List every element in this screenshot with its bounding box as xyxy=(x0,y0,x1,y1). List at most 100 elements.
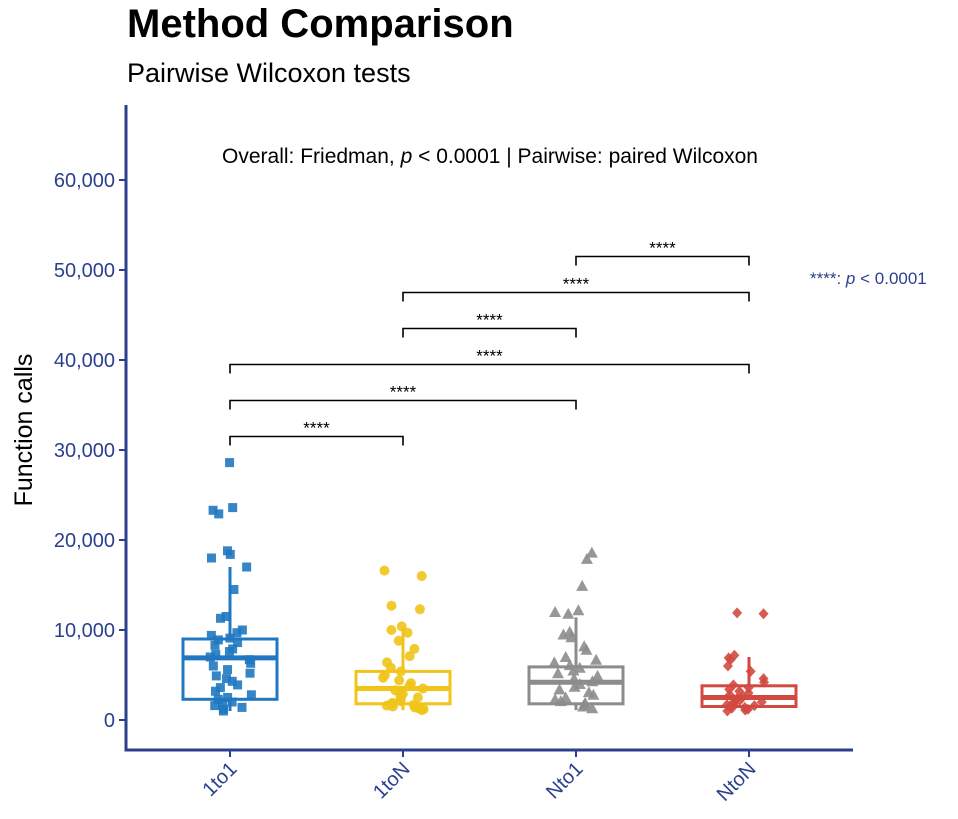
annotation-prefix: Overall: Friedman, xyxy=(222,145,401,168)
data-point-1to1 xyxy=(214,509,224,519)
data-point-NtoN xyxy=(740,704,751,716)
data-point-1toN xyxy=(416,571,427,581)
y-tick-label: 10,000 xyxy=(54,620,115,642)
chart-title: Method Comparison xyxy=(127,2,514,46)
data-point-Nto1 xyxy=(549,606,562,617)
data-point-NtoN xyxy=(745,665,756,677)
data-point-1toN xyxy=(409,643,420,654)
significance-label: **** xyxy=(476,347,503,366)
data-point-NtoN xyxy=(722,705,733,717)
data-point-1toN xyxy=(402,627,413,638)
data-point-Nto1 xyxy=(587,688,600,700)
data-point-1to1 xyxy=(221,674,231,684)
y-tick-label: 50,000 xyxy=(54,260,115,282)
box-Nto1 xyxy=(527,665,625,706)
significance-label: **** xyxy=(303,419,330,438)
data-point-1toN xyxy=(416,705,427,716)
data-point-1to1 xyxy=(245,668,255,678)
y-tick-label: 20,000 xyxy=(54,530,115,552)
data-point-1toN xyxy=(404,680,415,691)
data-point-1toN xyxy=(395,666,406,677)
data-point-NtoN xyxy=(732,607,743,619)
data-point-1toN xyxy=(393,635,404,646)
data-point-1to1 xyxy=(233,680,243,690)
data-point-1to1 xyxy=(210,701,220,711)
data-point-Nto1 xyxy=(554,695,567,707)
y-tick-label: 60,000 xyxy=(54,170,115,192)
data-point-1to1 xyxy=(224,647,234,657)
data-point-1to1 xyxy=(218,699,228,709)
data-point-Nto1 xyxy=(573,661,586,673)
data-point-NtoN xyxy=(724,689,735,701)
data-point-1to1 xyxy=(205,652,215,662)
data-point-1to1 xyxy=(221,612,231,621)
x-tick-label-1to1: 1to1 xyxy=(198,758,241,801)
data-point-1to1 xyxy=(208,661,218,671)
data-point-1toN xyxy=(394,675,405,686)
overall-test-annotation: Overall: Friedman, p < 0.0001 | Pairwise… xyxy=(222,145,758,168)
significance-label: **** xyxy=(649,239,676,258)
data-point-Nto1 xyxy=(553,683,566,695)
data-point-1toN xyxy=(418,683,429,694)
data-point-Nto1 xyxy=(568,672,581,684)
x-tick-label-1toN: 1toN xyxy=(369,758,414,803)
data-point-Nto1 xyxy=(565,631,578,643)
data-point-Nto1 xyxy=(591,669,604,681)
data-point-1to1 xyxy=(211,671,221,681)
data-point-1to1 xyxy=(233,638,243,648)
data-point-1to1 xyxy=(216,613,226,623)
data-point-1to1 xyxy=(246,658,256,668)
data-point-Nto1 xyxy=(586,675,599,687)
data-point-1toN xyxy=(386,625,397,635)
data-point-Nto1 xyxy=(559,651,572,662)
data-point-1toN xyxy=(396,621,407,632)
data-point-Nto1 xyxy=(567,664,580,676)
data-point-1toN xyxy=(385,662,396,673)
data-point-NtoN xyxy=(722,660,733,672)
significance-bracket xyxy=(229,399,577,410)
data-point-Nto1 xyxy=(580,643,593,655)
data-point-1toN xyxy=(378,672,389,683)
data-point-Nto1 xyxy=(557,628,570,640)
data-point-Nto1 xyxy=(548,656,561,668)
data-point-1to1 xyxy=(211,649,221,659)
data-point-Nto1 xyxy=(572,604,585,616)
data-point-1to1 xyxy=(246,690,256,700)
data-point-1toN xyxy=(379,565,390,576)
data-point-Nto1 xyxy=(585,546,598,558)
significance-legend: ****: p < 0.0001 xyxy=(810,269,927,288)
data-point-1to1 xyxy=(237,625,247,635)
data-point-1to1 xyxy=(232,628,242,638)
data-point-1toN xyxy=(395,696,406,707)
x-tick-label-NtoN: NtoN xyxy=(713,758,761,806)
data-point-1to1 xyxy=(228,503,238,513)
significance-legend-suffix: < 0.0001 xyxy=(855,269,926,288)
data-point-1to1 xyxy=(215,683,225,693)
data-point-1to1 xyxy=(225,458,235,468)
chart-subtitle: Pairwise Wilcoxon tests xyxy=(127,58,411,88)
data-point-1to1 xyxy=(225,549,235,559)
data-point-1toN xyxy=(386,600,397,611)
annotation-suffix: < 0.0001 | Pairwise: paired Wilcoxon xyxy=(412,145,758,168)
data-point-Nto1 xyxy=(551,667,564,679)
significance-bracket xyxy=(575,255,750,266)
significance-bracket xyxy=(229,435,404,446)
significance-label: **** xyxy=(390,383,417,402)
data-point-1to1 xyxy=(210,640,220,650)
data-point-1to1 xyxy=(206,553,216,563)
significance-legend-prefix: ****: xyxy=(810,269,846,288)
significance-label: **** xyxy=(476,311,503,330)
data-point-1to1 xyxy=(227,676,237,686)
data-point-1to1 xyxy=(242,562,252,572)
data-point-1to1 xyxy=(218,706,228,716)
data-point-Nto1 xyxy=(586,702,599,714)
data-point-1to1 xyxy=(229,585,239,594)
data-point-1to1 xyxy=(227,697,237,707)
data-point-1to1 xyxy=(237,702,247,712)
y-axis-label: Function calls xyxy=(10,354,38,507)
data-point-NtoN xyxy=(758,608,769,620)
data-point-Nto1 xyxy=(562,607,575,619)
significance-bracket xyxy=(229,363,750,374)
data-point-1to1 xyxy=(223,665,233,675)
